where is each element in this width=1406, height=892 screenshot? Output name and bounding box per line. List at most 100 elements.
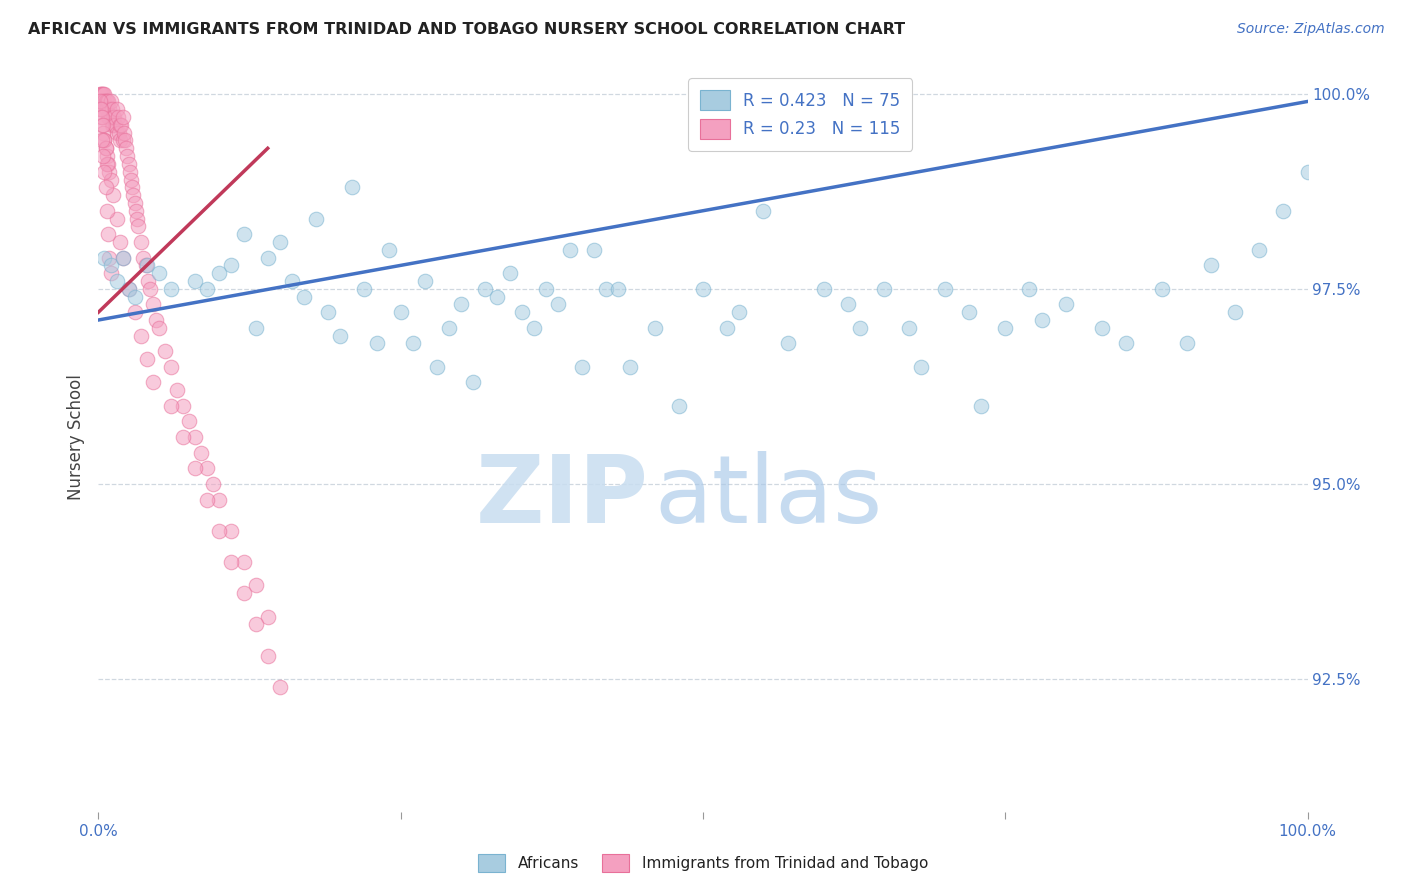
Point xyxy=(90,95,112,109)
Point xyxy=(111,251,134,265)
Point xyxy=(129,328,152,343)
Point xyxy=(1091,321,1114,335)
Point xyxy=(91,126,114,140)
Point xyxy=(849,321,872,335)
Point xyxy=(142,297,165,311)
Point xyxy=(136,274,159,288)
Point xyxy=(1223,305,1246,319)
Point xyxy=(97,157,120,171)
Point xyxy=(1054,297,1077,311)
Point xyxy=(100,110,122,124)
Point xyxy=(776,336,799,351)
Point xyxy=(342,180,364,194)
Point xyxy=(692,282,714,296)
Point xyxy=(558,243,581,257)
Text: ZIP: ZIP xyxy=(475,451,648,543)
Point xyxy=(93,164,115,178)
Point xyxy=(145,313,167,327)
Point xyxy=(118,282,141,296)
Point xyxy=(1018,282,1040,296)
Point xyxy=(728,305,751,319)
Point xyxy=(124,196,146,211)
Text: AFRICAN VS IMMIGRANTS FROM TRINIDAD AND TOBAGO NURSERY SCHOOL CORRELATION CHART: AFRICAN VS IMMIGRANTS FROM TRINIDAD AND … xyxy=(28,22,905,37)
Point xyxy=(957,305,980,319)
Point xyxy=(498,266,520,280)
Point xyxy=(366,336,388,351)
Point xyxy=(437,321,460,335)
Point xyxy=(97,110,120,124)
Point xyxy=(132,251,155,265)
Point xyxy=(108,126,131,140)
Point xyxy=(232,586,254,600)
Point xyxy=(426,359,449,374)
Point xyxy=(124,305,146,319)
Point xyxy=(96,95,118,109)
Point xyxy=(98,164,121,178)
Point xyxy=(245,578,267,592)
Point xyxy=(93,95,115,109)
Point xyxy=(873,282,896,296)
Point xyxy=(619,359,641,374)
Point xyxy=(91,133,114,147)
Point xyxy=(195,461,218,475)
Point xyxy=(93,87,115,101)
Point xyxy=(91,110,114,124)
Point xyxy=(153,344,176,359)
Point xyxy=(100,95,122,109)
Point xyxy=(93,102,115,116)
Point xyxy=(534,282,557,296)
Point xyxy=(166,384,188,398)
Point xyxy=(202,477,225,491)
Point xyxy=(96,203,118,218)
Point xyxy=(269,680,291,694)
Point xyxy=(353,282,375,296)
Point xyxy=(98,251,121,265)
Point xyxy=(97,227,120,241)
Point xyxy=(107,110,129,124)
Point xyxy=(139,282,162,296)
Point xyxy=(910,359,932,374)
Point xyxy=(184,430,207,444)
Point xyxy=(195,282,218,296)
Point xyxy=(190,446,212,460)
Point xyxy=(100,266,122,280)
Point xyxy=(752,203,775,218)
Point xyxy=(510,305,533,319)
Point xyxy=(1272,203,1295,218)
Point xyxy=(105,211,128,226)
Point xyxy=(101,110,124,124)
Point xyxy=(148,321,170,335)
Point xyxy=(90,110,112,124)
Point xyxy=(1199,258,1222,272)
Point xyxy=(108,133,131,147)
Point xyxy=(837,297,859,311)
Point xyxy=(716,321,738,335)
Point xyxy=(523,321,546,335)
Point xyxy=(571,359,593,374)
Point xyxy=(135,258,157,272)
Point xyxy=(100,172,122,186)
Point xyxy=(994,321,1017,335)
Point xyxy=(668,399,690,413)
Point xyxy=(93,133,115,147)
Point xyxy=(1031,313,1053,327)
Point xyxy=(195,492,218,507)
Point xyxy=(897,321,920,335)
Point xyxy=(125,203,148,218)
Point xyxy=(100,102,122,116)
Point xyxy=(1249,243,1271,257)
Point xyxy=(118,157,141,171)
Point xyxy=(101,188,124,202)
Point xyxy=(118,282,141,296)
Point xyxy=(813,282,835,296)
Point xyxy=(305,211,328,226)
Point xyxy=(89,95,111,109)
Point xyxy=(232,227,254,241)
Point xyxy=(96,149,118,163)
Point xyxy=(486,290,509,304)
Point xyxy=(91,118,114,132)
Point xyxy=(120,172,142,186)
Point xyxy=(135,351,157,366)
Point xyxy=(256,251,278,265)
Point xyxy=(208,492,231,507)
